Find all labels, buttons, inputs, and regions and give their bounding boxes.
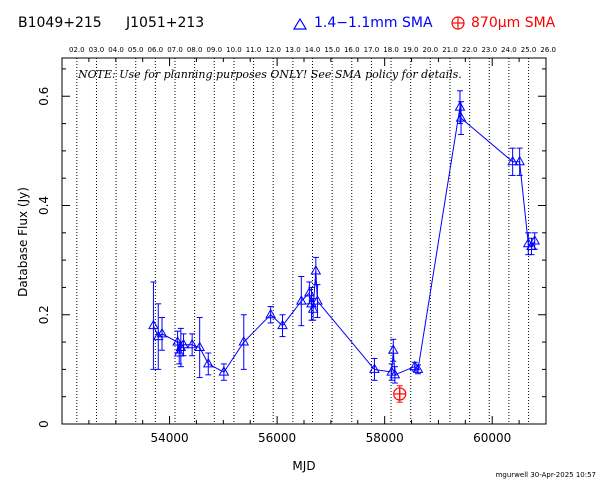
legend-red-label: 870μm SMA [471,15,556,31]
series-1 [393,385,407,403]
top-year-label: 08.0 [187,46,203,54]
top-year-label: 23.0 [481,46,497,54]
y-axis-label: Database Flux (Jy) [16,187,30,297]
data-point-triangle [194,341,206,352]
top-year-label: 07.0 [167,46,183,54]
data-point-triangle [369,363,380,373]
top-year-label: 20.0 [423,46,439,54]
top-year-label: 22.0 [462,46,478,54]
data-point-triangle [173,346,185,357]
x-axis-label: MJD [292,459,315,473]
data-point-triangle [387,344,399,354]
x-tick-label: 54000 [150,431,188,445]
top-year-label: 21.0 [442,46,458,54]
series-line [152,107,536,376]
top-year-label: 11.0 [246,46,262,54]
data-point-triangle [178,338,189,349]
top-year-label: 06.0 [148,46,164,54]
source-name: B1049+215 [18,15,102,31]
data-point-triangle [389,368,401,379]
data-point-triangle [202,357,214,368]
top-year-label: 17.0 [364,46,380,54]
data-point-triangle [312,295,323,305]
year-gridlines [76,58,530,424]
top-year-label: 24.0 [501,46,517,54]
data-point-triangle [307,303,319,313]
data-point-triangle [148,319,159,330]
top-year-label: 04.0 [108,46,124,54]
data-point-triangle [218,366,230,376]
data-layer [148,90,541,403]
top-year-label: 25.0 [521,46,537,54]
alt-source-name: J1051+213 [125,15,204,31]
data-point-triangle [310,265,322,275]
data-point-triangle [507,155,519,166]
data-point-triangle [238,336,250,346]
top-year-label: 14.0 [305,46,321,54]
top-year-label: 19.0 [403,46,419,54]
data-point-triangle [412,363,424,373]
data-point-triangle [172,336,183,346]
data-point-triangle [265,308,277,319]
top-year-label: 09.0 [207,46,223,54]
y-tick-label: 0.6 [37,87,51,106]
top-year-label: 05.0 [128,46,144,54]
data-point-triangle [156,327,168,338]
top-year-label: 13.0 [285,46,301,54]
x-tick-label: 60000 [473,431,511,445]
top-year-label: 26.0 [540,46,556,54]
top-year-label: 15.0 [324,46,340,54]
series-0 [148,90,541,384]
plot-frame [61,57,547,425]
top-year-label: 10.0 [226,46,242,54]
data-point-triangle [454,101,466,111]
data-point-triangle [277,319,288,330]
x-tick-label: 58000 [366,431,404,445]
data-point-triangle [455,112,467,122]
top-year-axis: 02.0 03.0 04.0 05.0 06.0 07.0 08.0 09.0 10.0 11.0… [69,46,556,54]
data-point-triangle [152,330,164,341]
data-point-circle-plus [393,387,407,401]
data-point-triangle [514,155,526,166]
data-point-triangle [186,338,198,349]
data-point-triangle [529,234,541,245]
x-tick-label: 56000 [258,431,296,445]
axis-ticks: 54000 56000 58000 60000 0 0.2 0.4 0.6 [37,58,547,445]
top-year-label: 16.0 [344,46,360,54]
footer-credit: mgurwell 30-Apr-2025 10:57 [496,471,596,479]
legend-triangle-icon [292,17,308,30]
legend-blue: 1.4−1.1mm SMA [292,15,433,31]
legend-red: 870μm SMA [451,15,556,31]
top-year-label: 02.0 [69,46,85,54]
planning-note: NOTE: Use for planning purposes ONLY! Se… [77,68,462,81]
top-year-label: 12.0 [265,46,281,54]
data-point-triangle [295,295,307,305]
y-tick-label: 0.4 [37,196,51,215]
data-point-triangle [526,240,537,250]
legend-blue-label: 1.4−1.1mm SMA [314,15,433,31]
y-tick-label: 0.2 [37,305,51,324]
top-year-label: 18.0 [383,46,399,54]
legend-circle-plus-icon [451,16,465,30]
top-year-label: 03.0 [89,46,105,54]
y-tick-label: 0 [37,420,51,428]
